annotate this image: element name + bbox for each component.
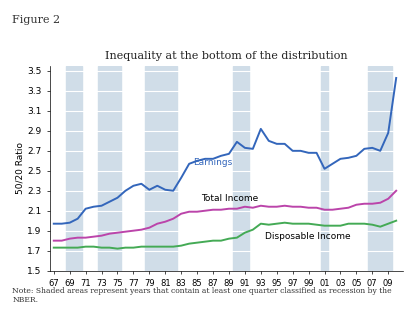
Bar xyxy=(98,66,122,271)
Bar xyxy=(233,66,249,271)
Bar xyxy=(320,66,329,271)
Text: Earnings: Earnings xyxy=(193,158,232,167)
Bar xyxy=(145,66,177,271)
Bar xyxy=(368,66,392,271)
Y-axis label: 50/20 Ratio: 50/20 Ratio xyxy=(15,142,24,194)
Text: Disposable Income: Disposable Income xyxy=(265,232,350,241)
Text: Total Income: Total Income xyxy=(201,194,259,203)
Title: Inequality at the bottom of the distribution: Inequality at the bottom of the distribu… xyxy=(105,51,347,61)
Text: Figure 2: Figure 2 xyxy=(12,15,61,25)
Text: Note: Shaded areas represent years that contain at least one quarter classified : Note: Shaded areas represent years that … xyxy=(12,287,392,304)
Bar xyxy=(66,66,82,271)
